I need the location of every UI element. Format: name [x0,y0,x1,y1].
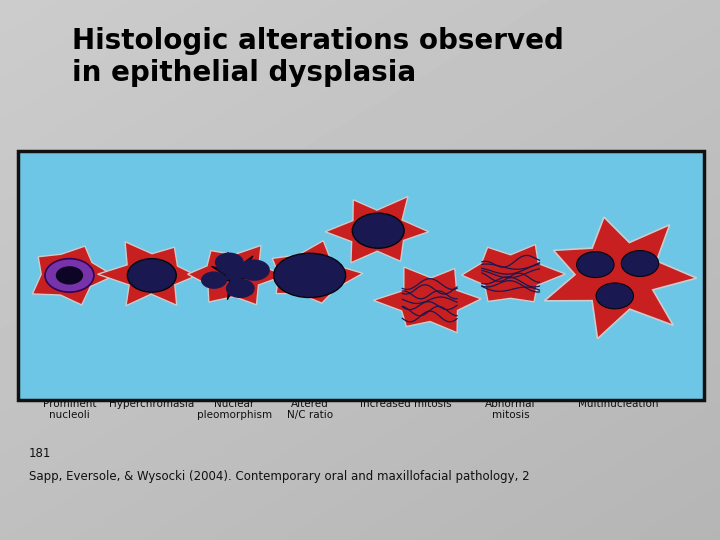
Ellipse shape [45,259,94,292]
Text: Increased mitosis: Increased mitosis [360,399,451,409]
Polygon shape [188,245,286,305]
Ellipse shape [274,253,346,298]
Ellipse shape [621,251,659,276]
Polygon shape [32,246,114,305]
Text: Prominent
nucleoli: Prominent nucleoli [42,399,96,420]
Ellipse shape [201,272,227,289]
Text: Abnormal
mitosis: Abnormal mitosis [485,399,536,420]
Polygon shape [325,197,429,263]
Text: Hyperchromasia: Hyperchromasia [109,399,194,409]
Polygon shape [374,267,481,333]
Text: Sapp, Eversole, & Wysocki (2004). Contemporary oral and maxillofacial pathology,: Sapp, Eversole, & Wysocki (2004). Contem… [29,470,529,483]
Polygon shape [462,245,565,302]
Text: Histologic alterations observed
in epithelial dysplasia: Histologic alterations observed in epith… [72,27,564,87]
Ellipse shape [55,266,83,285]
Polygon shape [98,242,197,306]
Polygon shape [210,252,266,300]
Text: Multinucleation: Multinucleation [578,399,659,409]
Ellipse shape [127,259,176,292]
Text: Altered
N/C ratio: Altered N/C ratio [287,399,333,420]
Ellipse shape [238,259,270,281]
Text: Nuclear
pleomorphism: Nuclear pleomorphism [197,399,271,420]
Text: 181: 181 [29,447,51,460]
Polygon shape [272,241,363,303]
Ellipse shape [215,253,243,272]
Ellipse shape [596,283,634,309]
Polygon shape [544,217,697,339]
Ellipse shape [226,279,255,298]
FancyBboxPatch shape [18,151,704,400]
Ellipse shape [352,213,404,248]
Ellipse shape [577,252,614,278]
